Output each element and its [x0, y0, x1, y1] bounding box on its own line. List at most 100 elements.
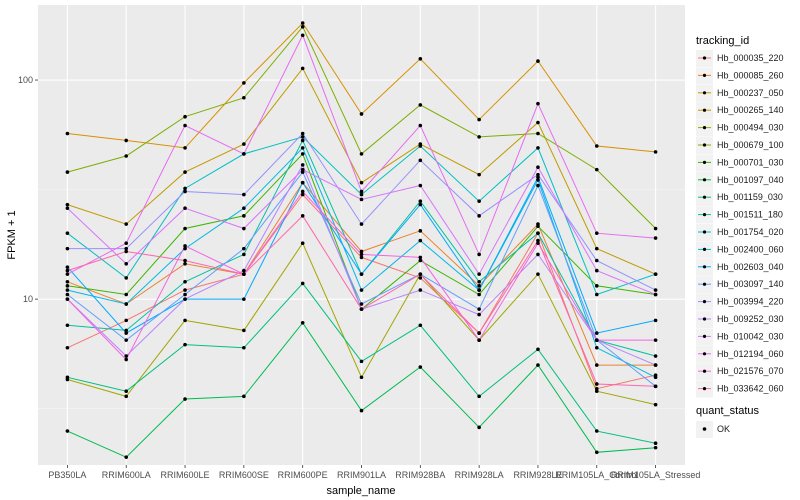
y-tick-label: 10 — [23, 294, 33, 304]
data-point — [124, 154, 129, 158]
data-point — [359, 272, 364, 276]
data-point — [359, 222, 364, 226]
data-point — [418, 56, 423, 61]
data-point — [124, 222, 129, 226]
data-point — [242, 268, 246, 273]
legend-key-point — [702, 108, 707, 112]
data-point — [477, 394, 481, 399]
data-point — [536, 175, 540, 180]
legend-key-point — [702, 247, 707, 251]
data-point — [183, 246, 187, 251]
data-point — [242, 252, 246, 257]
x-tick-label: RRIM928BA — [395, 470, 445, 480]
legend-label: Hb_000035_220 — [717, 53, 784, 63]
data-point — [300, 163, 305, 167]
legend-label: Hb_001097_040 — [717, 175, 784, 185]
x-tick-label: RRIM901LA — [337, 470, 386, 480]
data-point — [418, 103, 423, 107]
data-point — [536, 231, 540, 235]
data-point — [65, 265, 70, 269]
legend-title: tracking_id — [696, 35, 749, 47]
data-point — [300, 189, 305, 194]
x-tick-label: RRIM928LA — [455, 470, 504, 480]
legend-key-point — [702, 160, 707, 164]
data-point — [477, 214, 481, 218]
data-point — [594, 363, 599, 367]
data-point — [653, 363, 658, 367]
data-point — [65, 375, 70, 380]
data-point — [65, 170, 70, 174]
data-point — [242, 192, 246, 197]
data-point — [536, 363, 540, 367]
data-point — [65, 272, 70, 276]
data-point — [300, 320, 305, 325]
data-point — [477, 117, 481, 122]
data-point — [300, 152, 305, 156]
legend-label: Hb_001159_030 — [717, 192, 783, 202]
data-point — [594, 258, 599, 263]
data-point — [594, 450, 599, 455]
data-point — [65, 297, 70, 301]
data-point — [300, 21, 305, 25]
data-point — [300, 281, 305, 286]
data-point — [477, 288, 481, 292]
data-point — [300, 138, 305, 143]
data-point — [124, 246, 129, 251]
data-point — [418, 158, 423, 163]
legend-label: Hb_000085_260 — [717, 70, 784, 80]
data-point — [65, 246, 70, 251]
data-point — [418, 144, 423, 148]
data-point — [418, 276, 423, 280]
legend-key-point — [702, 126, 707, 130]
data-point — [65, 231, 70, 235]
data-point — [359, 192, 364, 197]
data-point — [300, 24, 305, 29]
legend-key-point — [702, 334, 707, 338]
x-tick-label: RRIM105LA_Stressed — [611, 470, 701, 480]
legend-title-2: quant_status — [696, 405, 759, 417]
data-point — [242, 152, 246, 156]
legend-label: Hb_000237_050 — [717, 88, 784, 98]
data-point — [536, 183, 540, 188]
data-point — [359, 302, 364, 306]
legend-key-point — [702, 213, 707, 217]
data-point — [124, 249, 129, 254]
legend: tracking_id Hb_000035_220 Hb_000085_260 Hb… — [696, 35, 784, 438]
legend-key-point — [702, 195, 707, 199]
legend-label: Hb_012194_060 — [717, 349, 784, 359]
data-point — [183, 146, 187, 150]
data-point — [359, 189, 364, 194]
data-point — [477, 279, 481, 284]
data-point — [653, 292, 658, 297]
data-point — [477, 272, 481, 276]
data-point — [536, 172, 540, 177]
legend-label: Hb_002603_040 — [717, 262, 784, 272]
data-point — [536, 101, 540, 106]
data-point — [653, 226, 658, 231]
data-point — [183, 297, 187, 301]
data-point — [536, 178, 540, 182]
data-point — [124, 318, 129, 323]
data-point — [183, 258, 187, 263]
data-point — [242, 142, 246, 146]
data-point — [418, 229, 423, 233]
data-point — [418, 272, 423, 276]
data-point — [536, 146, 540, 150]
legend-key-point — [702, 56, 707, 60]
data-point — [300, 192, 305, 197]
data-point — [183, 261, 187, 266]
legend-key-point — [702, 317, 707, 321]
data-point — [418, 238, 423, 243]
data-point — [242, 345, 246, 350]
legend-label: Hb_009252_030 — [717, 314, 784, 324]
data-point — [242, 206, 246, 211]
data-point — [124, 394, 129, 399]
data-point — [65, 323, 70, 328]
legend-items-2: OK — [696, 421, 730, 438]
legend-label: Hb_033642_060 — [717, 384, 784, 394]
data-point — [536, 272, 540, 276]
data-point — [477, 199, 481, 203]
data-point — [359, 197, 364, 202]
